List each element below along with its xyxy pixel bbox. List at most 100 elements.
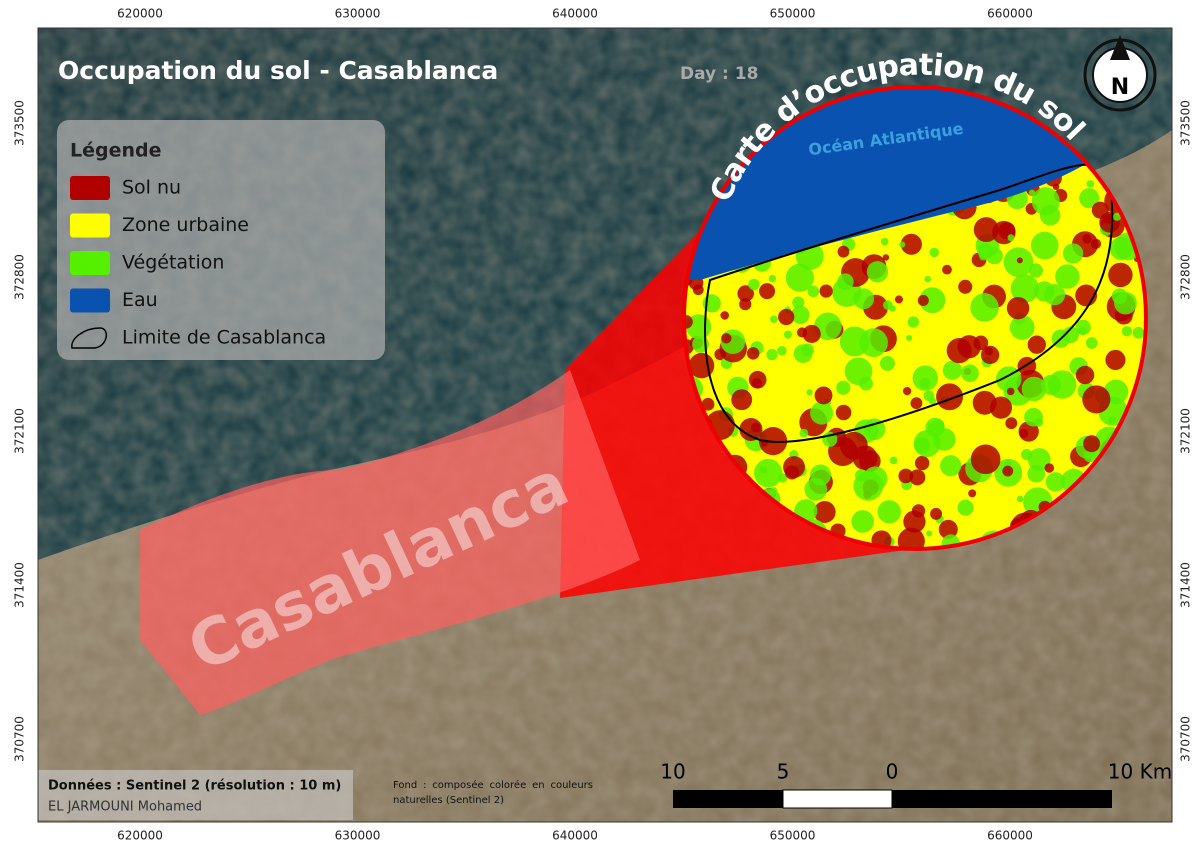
legend-swatch [70,176,110,200]
credit-author: EL JARMOUNI Mohamed [48,800,202,815]
land-patch [877,500,901,524]
land-patch [739,298,752,311]
land-patch [907,316,920,328]
land-patch [924,275,931,283]
land-patch [799,428,809,438]
land-patch [889,305,896,312]
casablanca-area [140,370,640,715]
land-patch [1005,417,1018,430]
land-patch [737,285,754,302]
land-patch [928,397,936,405]
land-patch [1062,243,1084,264]
land-patch [880,237,889,246]
land-patch [1028,263,1043,278]
land-patch [792,296,805,309]
land-patch [731,389,753,411]
land-patch [941,534,960,548]
land-patch [814,386,833,405]
legend-label: Sol nu [122,177,181,199]
land-patch [894,295,903,304]
land-patch [1105,349,1126,370]
y-coord-label: 370700 [13,716,27,762]
scale-bar [782,789,893,809]
land-patch [1085,337,1098,349]
land-patch [1083,435,1101,453]
land-patch [1027,464,1046,483]
land-patch [1010,274,1040,303]
land-patch [898,468,914,484]
land-patch [1121,326,1132,337]
land-patch [801,343,814,357]
legend-label: Limite de Casablanca [122,327,326,349]
land-patch [1055,264,1080,289]
land-patch [836,380,851,395]
land-patch [1031,187,1060,216]
land-patch [917,294,929,306]
legend-swatch [70,213,110,238]
land-patch [938,519,958,539]
map-frame [37,27,1173,823]
land-patch [1021,376,1047,402]
land-patch [1044,463,1055,473]
x-coord-label: 650000 [770,829,816,843]
credit-box [38,770,353,820]
land-patch [1034,281,1055,302]
y-coord-label: 372800 [13,254,27,300]
land-patch [1075,319,1091,336]
land-patch [819,284,833,298]
x-coord-label: 630000 [335,829,381,843]
land-patch [720,311,730,320]
land-patch [1006,387,1015,396]
x-coord-label: 660000 [987,829,1033,843]
land-patch [1108,416,1116,425]
land-patch [1024,407,1043,427]
land-patch [866,261,889,283]
land-patch [1082,385,1111,414]
land-patch [936,383,963,411]
land-patch [977,242,994,259]
land-patch [914,437,931,454]
x-coord-label: 620000 [117,7,163,21]
land-patch [889,456,898,465]
land-patch [770,315,778,324]
land-patch [903,386,912,396]
land-patch [989,396,1013,419]
land-patch [739,417,763,441]
y-coord-label: 373500 [13,100,27,146]
land-patch [851,510,874,533]
legend-label: Végétation [122,252,224,274]
land-patch [958,279,973,294]
land-patch [802,324,821,343]
land-patch [1047,370,1077,399]
land-patch [942,264,952,275]
land-patch [940,455,962,477]
land-patch [926,530,933,537]
land-patch [980,345,1000,365]
land-patch [685,315,693,329]
land-patch [1090,238,1102,249]
land-patch [957,499,974,516]
land-patch [748,278,760,291]
land-patch [929,247,940,258]
legend-swatch [70,288,110,313]
land-patch [1027,448,1051,471]
land-patch [751,378,763,389]
land-patch [791,305,810,324]
legend-swatch [70,251,110,275]
land-patch [946,338,972,364]
y-coord-label: 371400 [13,562,27,608]
land-patch [899,241,906,248]
y-coord-label: 371400 [1179,562,1193,608]
x-coord-label: 640000 [552,7,598,21]
legend-label: Zone urbaine [122,214,249,236]
land-patch [1114,291,1137,315]
land-patch [814,312,842,341]
north-label: N [1111,75,1129,100]
land-patch [837,245,850,258]
land-patch [768,274,777,283]
land-patch [914,455,930,471]
land-patch [1021,448,1033,461]
land-patch [900,233,922,255]
land-patch [912,365,938,391]
